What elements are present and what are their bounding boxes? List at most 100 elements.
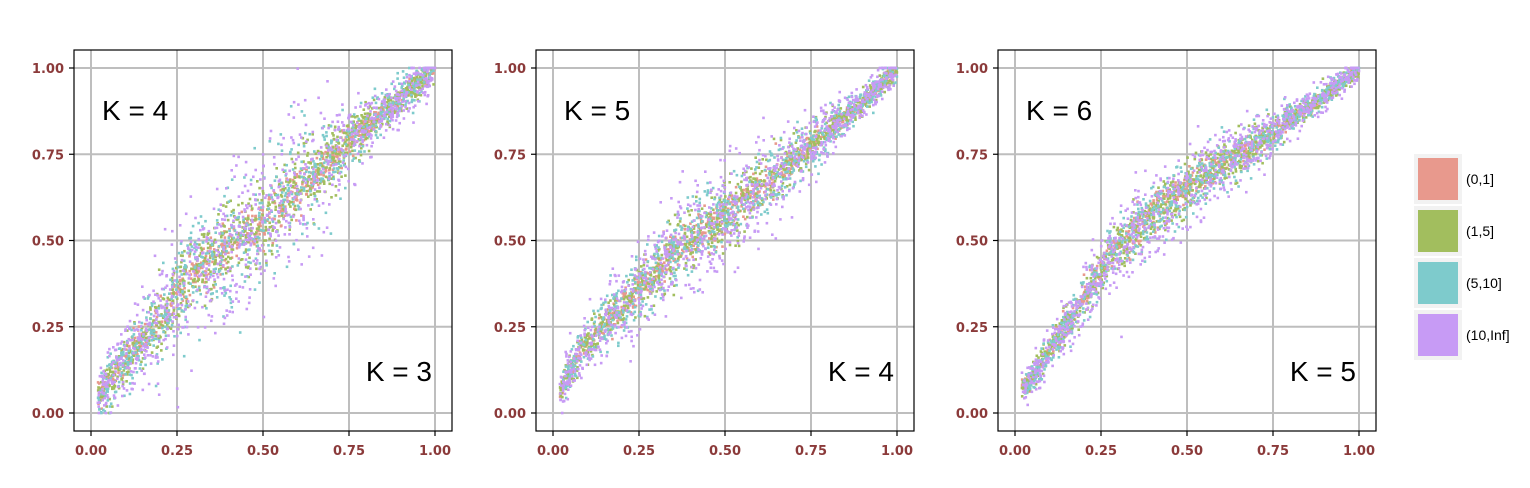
data-point bbox=[189, 303, 192, 306]
data-point bbox=[358, 160, 362, 163]
data-point bbox=[107, 384, 111, 388]
data-point bbox=[247, 238, 250, 242]
data-point bbox=[178, 275, 181, 279]
data-point bbox=[141, 388, 145, 392]
data-point bbox=[346, 124, 350, 127]
data-point bbox=[336, 167, 340, 171]
data-point bbox=[212, 268, 216, 271]
data-point bbox=[374, 130, 378, 133]
data-point bbox=[214, 258, 217, 262]
data-point bbox=[420, 90, 423, 93]
data-point bbox=[322, 171, 325, 175]
data-point bbox=[210, 315, 214, 318]
data-point bbox=[269, 193, 273, 197]
data-point bbox=[206, 290, 210, 294]
data-point bbox=[400, 86, 403, 89]
data-point bbox=[687, 209, 690, 213]
data-point bbox=[347, 179, 350, 183]
data-point bbox=[340, 149, 344, 152]
data-point bbox=[299, 167, 303, 170]
data-point bbox=[320, 162, 324, 165]
data-point bbox=[262, 315, 266, 319]
data-point bbox=[255, 267, 258, 271]
data-point bbox=[195, 243, 199, 246]
data-point bbox=[230, 248, 233, 251]
data-point bbox=[223, 289, 227, 292]
data-point bbox=[739, 186, 742, 189]
data-point bbox=[214, 283, 217, 286]
data-point bbox=[687, 249, 691, 252]
data-point bbox=[197, 246, 200, 249]
data-point bbox=[859, 101, 862, 105]
data-point bbox=[325, 131, 328, 134]
data-point bbox=[161, 326, 164, 330]
data-point bbox=[194, 268, 197, 272]
data-point bbox=[180, 297, 184, 301]
data-point bbox=[670, 244, 674, 248]
data-point bbox=[146, 297, 150, 300]
data-point bbox=[788, 183, 792, 187]
data-point bbox=[301, 232, 304, 236]
data-point bbox=[341, 161, 345, 164]
data-point bbox=[361, 138, 364, 142]
data-point bbox=[263, 220, 266, 224]
data-point bbox=[287, 193, 291, 197]
data-point bbox=[109, 378, 112, 382]
data-point bbox=[366, 126, 370, 130]
data-point bbox=[277, 185, 281, 189]
data-point bbox=[258, 229, 261, 233]
data-point bbox=[229, 301, 233, 305]
data-point bbox=[719, 224, 722, 227]
data-point bbox=[688, 243, 691, 246]
data-point bbox=[417, 93, 420, 96]
data-point bbox=[99, 389, 102, 392]
data-point bbox=[244, 234, 248, 237]
data-point bbox=[391, 101, 395, 104]
data-point bbox=[357, 138, 361, 141]
data-point bbox=[621, 313, 625, 317]
data-point bbox=[311, 130, 315, 134]
data-point bbox=[99, 387, 102, 390]
data-point bbox=[127, 362, 131, 366]
data-point bbox=[372, 106, 376, 109]
data-point bbox=[642, 263, 646, 267]
data-point bbox=[249, 178, 253, 182]
data-point bbox=[163, 319, 167, 323]
data-point bbox=[335, 145, 339, 148]
data-point bbox=[295, 238, 298, 242]
data-point bbox=[707, 243, 710, 246]
data-point bbox=[227, 242, 231, 245]
data-point bbox=[128, 373, 132, 376]
data-point bbox=[215, 253, 219, 257]
data-point bbox=[118, 356, 121, 359]
data-point bbox=[135, 313, 139, 317]
data-point bbox=[207, 313, 211, 317]
data-point bbox=[362, 129, 365, 132]
data-point bbox=[383, 111, 386, 115]
data-point bbox=[840, 126, 844, 129]
data-point bbox=[200, 233, 204, 236]
data-point bbox=[370, 134, 373, 137]
data-point bbox=[356, 139, 359, 143]
data-point bbox=[414, 73, 418, 76]
data-point bbox=[196, 326, 200, 329]
data-point bbox=[152, 332, 156, 336]
data-point bbox=[379, 108, 383, 111]
data-point bbox=[269, 209, 273, 212]
data-point bbox=[118, 373, 122, 377]
data-point bbox=[321, 202, 325, 205]
data-point bbox=[698, 241, 702, 245]
data-point bbox=[203, 256, 207, 260]
data-point bbox=[346, 128, 350, 131]
data-point bbox=[198, 289, 201, 292]
data-point bbox=[652, 266, 656, 270]
y-tick-label: 0.25 bbox=[32, 321, 64, 336]
data-point bbox=[186, 246, 190, 249]
data-point bbox=[646, 277, 649, 280]
data-point bbox=[738, 199, 742, 202]
data-point bbox=[241, 191, 244, 194]
data-point bbox=[255, 240, 259, 244]
data-point bbox=[433, 66, 437, 70]
data-point bbox=[189, 236, 193, 240]
data-point bbox=[235, 246, 239, 250]
